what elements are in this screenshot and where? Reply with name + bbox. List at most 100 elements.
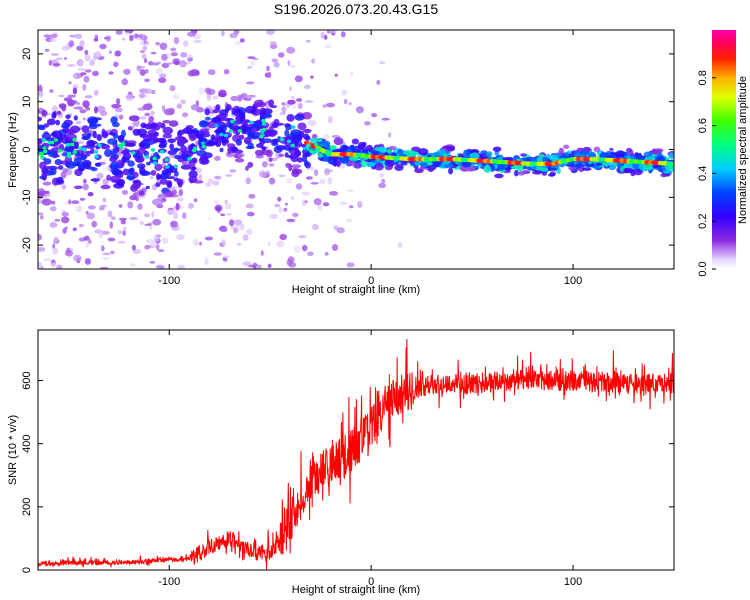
spectral-energy-blob: [247, 132, 252, 139]
spectral-peak-blob: [291, 125, 296, 129]
spectral-noise-blob: [204, 257, 209, 265]
spectral-noise-blob: [68, 81, 72, 85]
spectral-energy-blob: [90, 167, 98, 172]
spectral-energy-blob: [294, 113, 305, 121]
spectral-noise-blob: [324, 168, 331, 176]
snr-x-tick-label: -100: [158, 576, 180, 588]
spectral-noise-blob: [79, 197, 86, 201]
spectral-noise-blob: [131, 244, 136, 251]
spectral-energy-blob: [290, 129, 302, 136]
spectral-energy-blob: [263, 129, 275, 137]
spectral-energy-blob: [615, 150, 625, 158]
spectral-noise-blob: [291, 95, 295, 100]
spectral-noise-blob: [281, 102, 286, 106]
spectral-noise-blob: [248, 193, 256, 199]
spectral-energy-blob: [161, 169, 169, 175]
spectral-energy-blob: [432, 152, 441, 156]
spectral-noise-blob: [186, 61, 191, 65]
spectral-energy-blob: [652, 164, 659, 168]
spectral-peak-blob: [230, 119, 235, 124]
spectral-peak-blob: [219, 132, 224, 137]
spectral-noise-blob: [84, 258, 91, 265]
spectral-noise-blob: [183, 40, 189, 47]
spectral-noise-blob: [123, 68, 131, 75]
spectral-noise-blob: [325, 102, 335, 108]
spectral-noise-blob: [102, 252, 111, 256]
spectral-energy-blob: [303, 128, 312, 134]
spectral-noise-blob: [172, 58, 181, 65]
spectral-noise-blob: [100, 230, 110, 235]
spectral-noise-blob: [98, 231, 103, 239]
spectral-noise-blob: [148, 226, 153, 230]
spectral-noise-blob: [143, 58, 148, 63]
spectral-noise-blob: [276, 240, 285, 248]
spectral-energy-blob: [259, 140, 266, 145]
spectrogram-image: [38, 30, 674, 269]
spectral-energy-blob: [154, 131, 159, 137]
spectral-energy-blob: [443, 164, 454, 168]
snr-frame: [37, 329, 675, 571]
spectral-noise-blob: [340, 31, 346, 38]
spectral-noise-blob: [193, 239, 199, 246]
spectral-noise-blob: [379, 172, 385, 178]
spectral-noise-blob: [50, 262, 57, 268]
spectrogram-y-tick-label: -20: [21, 237, 33, 253]
spectral-energy-blob: [212, 108, 219, 114]
spectral-noise-blob: [93, 38, 99, 42]
spectral-energy-blob: [261, 161, 268, 168]
spectral-noise-blob: [376, 79, 381, 86]
spectral-noise-blob: [89, 59, 95, 66]
spectral-energy-blob: [297, 122, 307, 131]
spectral-noise-blob: [144, 244, 151, 250]
spectral-noise-blob: [85, 69, 92, 73]
spectral-peak-blob: [260, 129, 265, 134]
spectral-noise-blob: [281, 106, 287, 114]
spectral-energy-blob: [214, 129, 225, 134]
spectral-noise-blob: [38, 212, 44, 216]
spectral-noise-blob: [199, 241, 202, 246]
spectral-noise-blob: [336, 227, 345, 234]
spectral-energy-blob: [140, 122, 147, 129]
spectral-noise-blob: [161, 237, 169, 244]
spectral-peak-blob: [152, 161, 158, 165]
spectral-noise-blob: [327, 116, 334, 124]
spectral-noise-blob: [151, 89, 156, 95]
spectral-noise-blob: [79, 40, 85, 47]
spectral-noise-blob: [84, 54, 91, 62]
spectral-noise-blob: [322, 202, 330, 207]
spectral-energy-blob: [90, 148, 95, 153]
spectral-noise-blob: [293, 245, 301, 253]
spectral-ridge-blob: [670, 161, 674, 166]
spectral-noise-blob: [269, 43, 278, 50]
spectral-energy-blob: [204, 108, 211, 116]
spectral-noise-blob: [44, 48, 50, 52]
spectral-energy-blob: [198, 120, 209, 128]
spectral-noise-blob: [38, 90, 44, 98]
spectral-energy-blob: [64, 145, 74, 152]
spectral-noise-blob: [334, 73, 338, 77]
spectral-energy-blob: [235, 138, 243, 146]
spectral-peak-blob: [53, 138, 59, 142]
spectral-energy-blob: [138, 142, 145, 148]
spectral-noise-blob: [247, 65, 253, 69]
spectral-energy-blob: [200, 130, 210, 134]
spectral-noise-blob: [225, 174, 233, 177]
spectrogram-y-tick-label: -10: [21, 189, 33, 205]
spectral-noise-blob: [224, 199, 228, 204]
spectral-noise-blob: [54, 219, 61, 222]
spectral-noise-blob: [322, 104, 327, 108]
spectral-noise-blob: [105, 166, 111, 171]
spectral-energy-blob: [138, 190, 145, 196]
spectral-noise-blob: [176, 234, 185, 241]
spectral-energy-blob: [244, 140, 250, 144]
spectral-energy-blob: [309, 138, 315, 144]
spectral-energy-blob: [608, 164, 616, 171]
spectral-energy-blob: [206, 141, 218, 146]
spectral-energy-blob: [172, 148, 181, 152]
spectral-noise-blob: [266, 170, 270, 175]
spectral-energy-blob: [65, 161, 77, 169]
spectral-energy-blob: [520, 153, 528, 157]
spectral-energy-blob: [54, 159, 63, 166]
spectral-noise-blob: [273, 62, 280, 68]
spectral-noise-blob: [61, 45, 71, 51]
